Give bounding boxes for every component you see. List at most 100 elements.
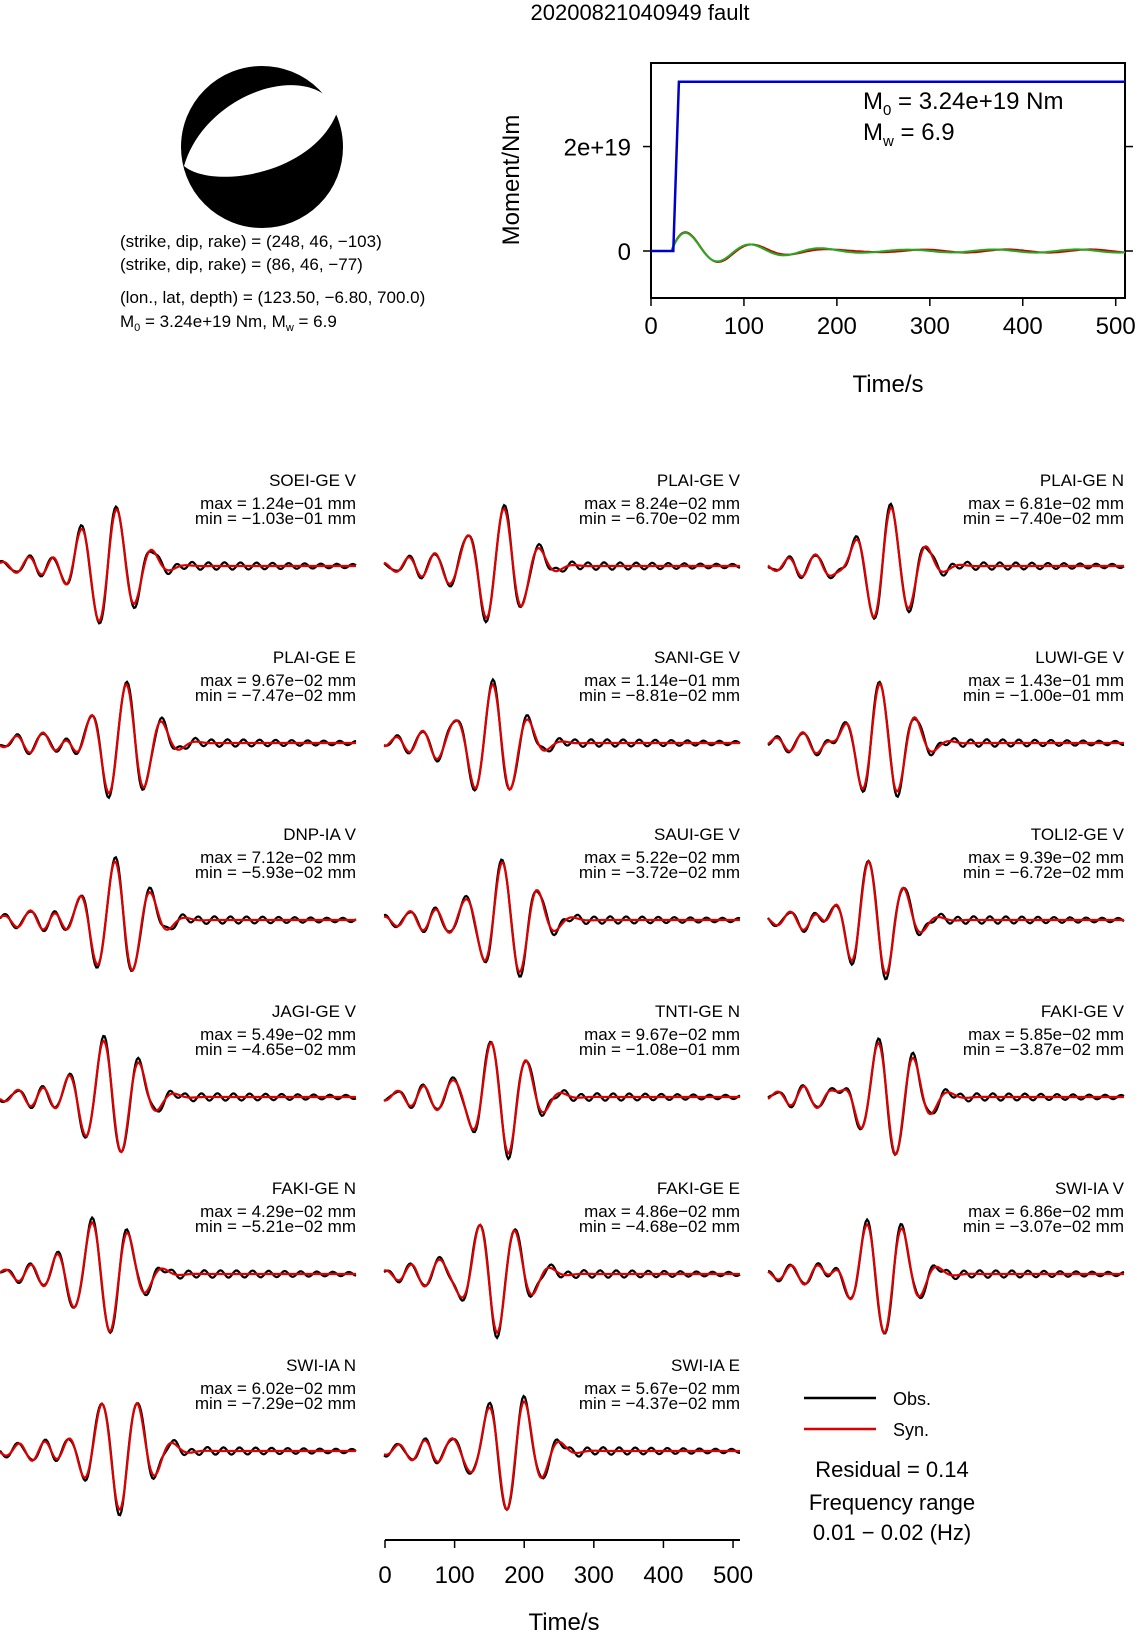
syn-trace bbox=[383, 506, 740, 620]
nodal-plane-2: (strike, dip, rake) = (86, 46, −77) bbox=[120, 255, 363, 274]
obs-trace bbox=[383, 1223, 741, 1340]
legend: Obs. Syn. bbox=[804, 1389, 931, 1440]
station-name: FAKI-GE V bbox=[1041, 1002, 1125, 1021]
obs-trace bbox=[767, 680, 1124, 799]
min-amplitude: min = −1.08e−01 mm bbox=[579, 1040, 740, 1059]
bottom-axis-tick-label: 200 bbox=[504, 1562, 544, 1589]
syn-trace bbox=[767, 1041, 1124, 1156]
station-name: LUWI-GE V bbox=[1035, 648, 1124, 667]
min-amplitude: min = −3.72e−02 mm bbox=[579, 863, 740, 882]
legend-obs-label: Obs. bbox=[893, 1389, 931, 1409]
max-amplitude: max = 6.86e−02 mm bbox=[968, 1202, 1124, 1221]
min-amplitude: min = −6.72e−02 mm bbox=[963, 863, 1124, 882]
max-amplitude: max = 1.14e−01 mm bbox=[584, 671, 740, 690]
bottom-axis-tick-label: 400 bbox=[643, 1562, 683, 1589]
syn-trace bbox=[767, 505, 1124, 619]
bottom-time-axis: 0 100 200 300 400 500 Time/s bbox=[378, 1539, 753, 1636]
stf-x-tick-label: 500 bbox=[1096, 313, 1136, 340]
max-amplitude: max = 1.43e−01 mm bbox=[968, 671, 1124, 690]
stf-x-tick-label: 200 bbox=[817, 313, 857, 340]
min-amplitude: min = −4.37e−02 mm bbox=[579, 1394, 740, 1413]
bottom-axis-xlabel: Time/s bbox=[528, 1609, 599, 1636]
station-name: SOEI-GE V bbox=[269, 471, 357, 490]
frequency-range-title: Frequency range bbox=[809, 1490, 975, 1515]
station-name: SWI-IA E bbox=[671, 1356, 740, 1375]
bottom-axis-tick-label: 500 bbox=[713, 1562, 753, 1589]
stf-lines bbox=[651, 80, 1126, 264]
station-name: JAGI-GE V bbox=[272, 1002, 357, 1021]
syn-trace bbox=[767, 682, 1124, 793]
min-amplitude: min = −3.87e−02 mm bbox=[963, 1040, 1124, 1059]
stf-x-tick-label: 100 bbox=[724, 313, 764, 340]
stf-x-tick-label: 300 bbox=[910, 313, 950, 340]
bottom-axis-tick-label: 300 bbox=[574, 1562, 614, 1589]
frequency-range-value: 0.01 − 0.02 (Hz) bbox=[813, 1520, 971, 1545]
max-amplitude: max = 9.67e−02 mm bbox=[200, 671, 356, 690]
station-name: SANI-GE V bbox=[654, 648, 741, 667]
stf-y-tick-label: 2e+19 bbox=[564, 135, 631, 162]
bottom-axis-tick-label: 100 bbox=[435, 1562, 475, 1589]
syn-trace bbox=[0, 508, 356, 623]
figure-title: 20200821040949 fault bbox=[531, 0, 750, 25]
max-amplitude: max = 6.02e−02 mm bbox=[200, 1379, 356, 1398]
max-amplitude: max = 9.39e−02 mm bbox=[968, 848, 1124, 867]
bottom-axis-tick-label: 0 bbox=[378, 1562, 391, 1589]
stf-rate-line-green bbox=[651, 231, 1126, 263]
syn-trace bbox=[0, 1401, 356, 1511]
station-name: SAUI-GE V bbox=[654, 825, 741, 844]
max-amplitude: max = 1.24e−01 mm bbox=[200, 494, 356, 513]
syn-trace bbox=[383, 860, 740, 974]
obs-trace bbox=[383, 1040, 741, 1161]
max-amplitude: max = 5.22e−02 mm bbox=[584, 848, 740, 867]
station-name: TOLI2-GE V bbox=[1031, 825, 1125, 844]
max-amplitude: max = 8.24e−02 mm bbox=[584, 494, 740, 513]
stf-ylabel: Moment/Nm bbox=[498, 115, 525, 246]
stf-x-tick-label: 400 bbox=[1003, 313, 1043, 340]
obs-trace bbox=[0, 1402, 357, 1517]
syn-trace bbox=[0, 1039, 356, 1154]
station-name: SWI-IA N bbox=[286, 1356, 356, 1375]
syn-trace bbox=[383, 1223, 740, 1335]
residual-text: Residual = 0.14 bbox=[815, 1457, 969, 1482]
max-amplitude: max = 4.29e−02 mm bbox=[200, 1202, 356, 1221]
max-amplitude: max = 9.67e−02 mm bbox=[584, 1025, 740, 1044]
min-amplitude: min = −7.29e−02 mm bbox=[195, 1394, 356, 1413]
bottom-axis-ticks: 0 100 200 300 400 500 bbox=[378, 1540, 753, 1589]
syn-trace bbox=[0, 683, 356, 795]
stf-xlabel: Time/s bbox=[852, 371, 923, 398]
min-amplitude: min = −8.81e−02 mm bbox=[579, 686, 740, 705]
station-name: FAKI-GE E bbox=[657, 1179, 740, 1198]
max-amplitude: max = 4.86e−02 mm bbox=[584, 1202, 740, 1221]
stf-y-tick-label: 0 bbox=[618, 239, 631, 266]
max-amplitude: max = 6.81e−02 mm bbox=[968, 494, 1124, 513]
syn-trace bbox=[0, 1221, 356, 1333]
min-amplitude: min = −7.47e−02 mm bbox=[195, 686, 356, 705]
station-name: TNTI-GE N bbox=[655, 1002, 740, 1021]
beachball bbox=[181, 66, 343, 228]
location-text: (lon., lat, depth) = (123.50, −6.80, 700… bbox=[120, 288, 425, 307]
stf-rate-line-red bbox=[651, 231, 1126, 264]
stf-x-ticks: 0 100 200 300 400 500 bbox=[644, 298, 1136, 340]
min-amplitude: min = −5.93e−02 mm bbox=[195, 863, 356, 882]
obs-trace bbox=[767, 1217, 1125, 1335]
min-amplitude: min = −6.70e−02 mm bbox=[579, 509, 740, 528]
max-amplitude: max = 5.67e−02 mm bbox=[584, 1379, 740, 1398]
obs-trace bbox=[383, 1394, 741, 1512]
max-amplitude: max = 5.49e−02 mm bbox=[200, 1025, 356, 1044]
beachball-white-region bbox=[184, 85, 338, 177]
station-name: DNP-IA V bbox=[283, 825, 356, 844]
min-amplitude: min = −3.07e−02 mm bbox=[963, 1217, 1124, 1236]
stf-cumulative-moment-line bbox=[651, 80, 1125, 253]
syn-trace bbox=[767, 1222, 1124, 1335]
